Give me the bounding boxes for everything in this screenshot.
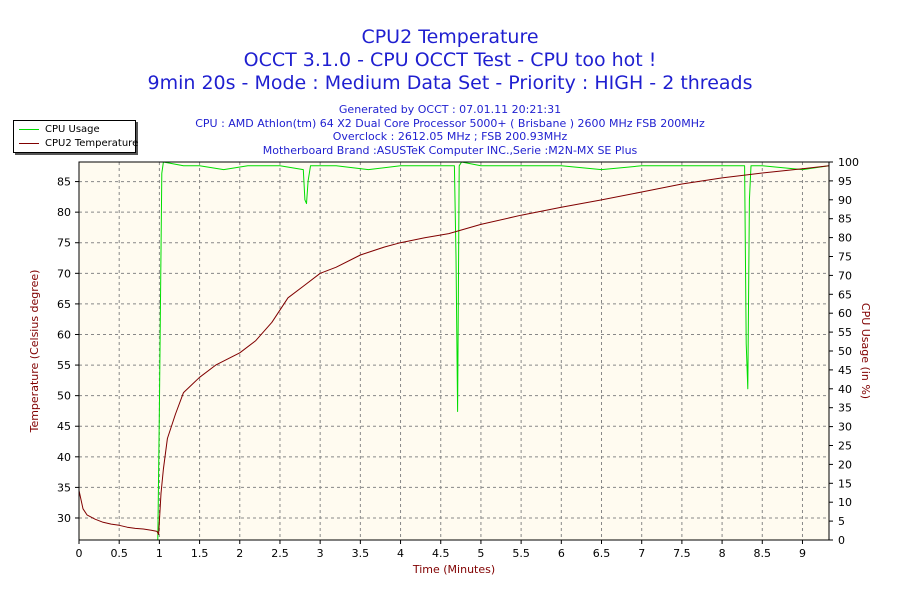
y-right-tick-label: 30	[838, 421, 852, 434]
plot-area	[79, 162, 829, 540]
y-right-tick-label: 15	[838, 477, 852, 490]
chart-subtitle: Generated by OCCT : 07.01.11 20:21:31 CP…	[0, 103, 900, 157]
x-tick-label: 8.5	[754, 547, 772, 560]
y-right-axis-label: CPU Usage (in %)	[859, 303, 872, 399]
legend-item-cpu-usage: CPU Usage	[19, 123, 100, 136]
x-tick-label: 9	[799, 547, 806, 560]
y-left-tick-label: 85	[57, 176, 71, 189]
series-line-cpu-usage	[79, 161, 830, 541]
y-left-tick-label: 30	[57, 512, 71, 525]
y-left-tick-label: 65	[57, 298, 71, 311]
x-tick-label: 6.5	[593, 547, 611, 560]
y-right-tick-label: 75	[838, 251, 852, 264]
y-left-tick-label: 60	[57, 328, 71, 341]
x-tick-label: 4.5	[432, 547, 450, 560]
y-right-tick-label: 25	[838, 440, 852, 453]
overclock-text: Overclock : 2612.05 MHz ; FSB 200.93MHz	[332, 130, 568, 143]
legend-label-cpu2-temperature: CPU2 Temperature	[45, 138, 139, 149]
y-right-tick-label: 65	[838, 288, 852, 301]
legend-swatch-cpu-usage	[19, 129, 39, 130]
y-left-tick-label: 80	[57, 206, 71, 219]
y-right-tick-label: 70	[838, 269, 852, 282]
y-left-tick-label: 75	[57, 237, 71, 250]
x-tick-label: 3	[317, 547, 324, 560]
y-right-tick-label: 55	[838, 326, 852, 339]
motherboard-text: Motherboard Brand :ASUSTeK Computer INC.…	[262, 143, 638, 157]
x-tick-label: 3.5	[352, 547, 370, 560]
x-tick-label: 7.5	[673, 547, 691, 560]
y-left-tick-label: 50	[57, 390, 71, 403]
y-right-tick-label: 95	[838, 175, 852, 188]
y-right-tick-label: 90	[838, 194, 852, 207]
y-left-tick-label: 40	[57, 451, 71, 464]
y-right-tick-label: 0	[838, 534, 845, 547]
y-left-tick-label: 45	[57, 420, 71, 433]
generated-by-text: Generated by OCCT : 07.01.11 20:21:31	[338, 103, 562, 116]
chart-title-line-2: OCCT 3.1.0 - CPU OCCT Test - CPU too hot…	[243, 49, 657, 71]
x-tick-label: 8	[719, 547, 726, 560]
y-left-tick-label: 35	[57, 481, 71, 494]
y-right-tick-label: 60	[838, 307, 852, 320]
y-left-tick-label: 55	[57, 359, 71, 372]
cpu-info-text: CPU : AMD Athlon(tm) 64 X2 Dual Core Pro…	[195, 116, 705, 130]
x-tick-label: 0	[76, 547, 83, 560]
x-tick-label: 4	[397, 547, 404, 560]
y-right-tick-label: 50	[838, 345, 852, 358]
y-right-tick-label: 10	[838, 496, 852, 509]
y-right-tick-label: 40	[838, 383, 852, 396]
x-tick-label: 7	[638, 547, 645, 560]
x-tick-label: 6	[558, 547, 565, 560]
chart-title-line-3: 9min 20s - Mode : Medium Data Set - Prio…	[147, 72, 753, 94]
y-right-tick-label: 20	[838, 458, 852, 471]
x-tick-label: 1.5	[191, 547, 209, 560]
y-right-tick-label: 100	[838, 156, 859, 169]
legend-item-cpu2-temperature: CPU2 Temperature	[19, 137, 138, 150]
chart-titles: CPU2 Temperature OCCT 3.1.0 - CPU OCCT T…	[0, 26, 900, 95]
x-axis-label: Time (Minutes)	[412, 563, 495, 576]
x-tick-label: 1	[156, 547, 163, 560]
y-left-tick-label: 70	[57, 267, 71, 280]
y-right-tick-label: 5	[838, 515, 845, 528]
chart-title: CPU2 Temperature	[361, 26, 539, 48]
legend-swatch-cpu2-temperature	[19, 143, 39, 144]
x-tick-label: 2	[236, 547, 243, 560]
y-right-tick-label: 85	[838, 213, 852, 226]
x-tick-label: 0.5	[110, 547, 128, 560]
series-line-cpu2-temperature	[78, 165, 830, 535]
x-tick-label: 5	[477, 547, 484, 560]
y-right-tick-label: 35	[838, 402, 852, 415]
x-tick-label: 5.5	[512, 547, 530, 560]
legend: CPU Usage CPU2 Temperature	[13, 120, 138, 153]
y-right-tick-label: 80	[838, 232, 852, 245]
x-tick-label: 2.5	[271, 547, 289, 560]
y-left-axis-label: Temperature (Celsius degree)	[28, 270, 41, 434]
legend-label-cpu-usage: CPU Usage	[45, 124, 100, 135]
y-right-tick-label: 45	[838, 364, 852, 377]
